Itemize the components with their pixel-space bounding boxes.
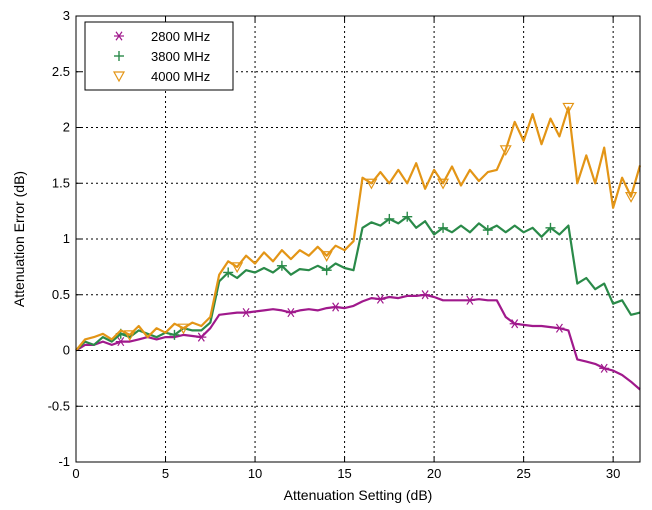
series-line xyxy=(75,106,642,352)
series-line xyxy=(75,293,641,391)
series-marker xyxy=(223,267,234,278)
y-tick-label: 2 xyxy=(63,120,70,135)
series-2 xyxy=(75,102,642,352)
series-marker xyxy=(599,363,610,373)
series-marker xyxy=(482,225,493,236)
series-marker xyxy=(123,330,136,342)
series-marker xyxy=(402,211,413,222)
series-marker xyxy=(365,178,378,190)
series-marker xyxy=(420,290,431,300)
series-marker xyxy=(241,307,252,318)
series-marker xyxy=(169,329,180,340)
series-marker xyxy=(554,323,565,333)
series-marker xyxy=(375,294,386,304)
series-marker xyxy=(285,307,296,318)
x-tick-label: 15 xyxy=(337,466,351,481)
series-marker xyxy=(384,213,395,224)
series-marker xyxy=(437,178,450,190)
x-tick-label: 0 xyxy=(72,466,79,481)
series-marker xyxy=(177,323,190,335)
ticks: 0 5 10 15 20 25 30 -1 -0.5 0 0.5 1 1.5 2 2.5 3 xyxy=(48,8,640,481)
series-marker xyxy=(321,265,332,276)
legend-box xyxy=(84,21,234,91)
x-tick-label: 5 xyxy=(162,466,169,481)
x-tick-label: 25 xyxy=(516,466,530,481)
legend-marker xyxy=(114,31,124,41)
series-line xyxy=(75,215,641,352)
legend-marker xyxy=(112,71,126,83)
y-axis-label: Attenuation Error (dB) xyxy=(11,171,27,307)
legend-marker xyxy=(114,51,124,61)
series-marker xyxy=(196,332,207,342)
series-marker xyxy=(562,102,575,114)
series-marker xyxy=(276,260,287,271)
series-marker xyxy=(499,145,512,157)
legend-label: 3800 MHz xyxy=(151,49,210,64)
y-tick-label: 1 xyxy=(63,231,70,246)
x-tick-label: 10 xyxy=(248,466,262,481)
legend-label: 2800 MHz xyxy=(151,29,210,44)
series-marker xyxy=(438,222,449,233)
series-marker xyxy=(464,295,475,305)
x-tick-label: 20 xyxy=(427,466,441,481)
y-tick-label: 1.5 xyxy=(52,175,70,190)
series-marker xyxy=(231,262,244,274)
series-0 xyxy=(75,290,641,391)
series-marker xyxy=(625,192,638,203)
series-marker xyxy=(330,302,341,312)
series-marker xyxy=(509,319,520,329)
y-tick-label: -1 xyxy=(58,454,70,469)
series-marker xyxy=(320,251,333,262)
legend-label: 4000 MHz xyxy=(151,69,210,84)
x-axis-label: Attenuation Setting (dB) xyxy=(284,487,433,503)
series-1 xyxy=(75,211,641,352)
y-tick-label: 0.5 xyxy=(52,287,70,302)
y-tick-label: 2.5 xyxy=(52,64,70,79)
x-tick-label: 30 xyxy=(606,466,620,481)
y-tick-label: 3 xyxy=(63,8,70,23)
series-layer xyxy=(75,102,642,391)
series-marker xyxy=(545,222,556,233)
y-tick-label: 0 xyxy=(63,343,70,358)
series-marker xyxy=(115,336,126,347)
y-tick-label: -0.5 xyxy=(48,398,70,413)
legend: 2800 MHz 3800 MHz 4000 MHz xyxy=(84,21,234,91)
grid xyxy=(76,16,640,462)
